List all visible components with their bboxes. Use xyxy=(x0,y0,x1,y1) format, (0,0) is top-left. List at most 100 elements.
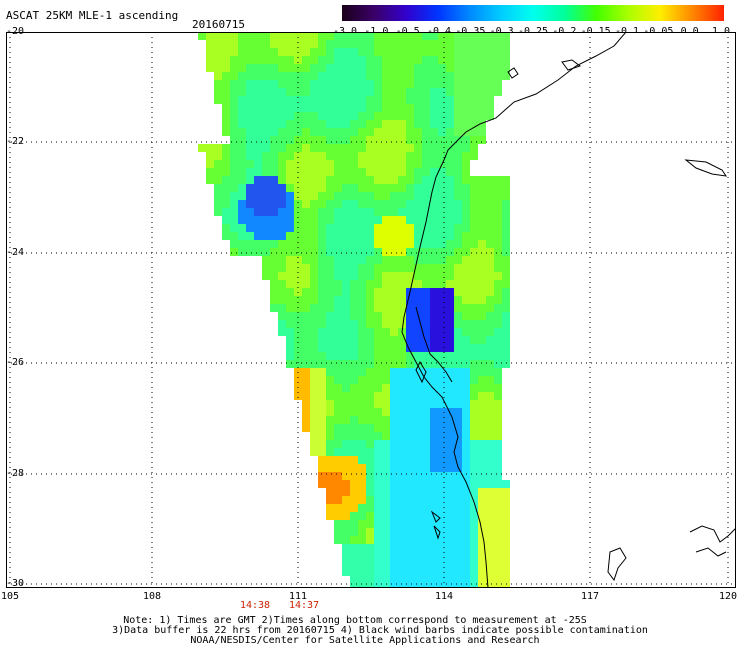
swath-cell xyxy=(398,40,406,48)
swath-cell xyxy=(454,248,462,256)
swath-cell xyxy=(422,512,430,520)
swath-cell xyxy=(406,416,414,424)
swath-cell xyxy=(486,312,494,320)
swath-cell xyxy=(398,344,406,352)
swath-cell xyxy=(430,552,438,560)
swath-cell xyxy=(334,320,342,328)
swath-cell xyxy=(422,416,430,424)
swath-cell xyxy=(382,576,390,584)
swath-cell xyxy=(294,40,302,48)
swath-cell xyxy=(358,152,366,160)
swath-cell xyxy=(246,128,254,136)
swath-cell xyxy=(246,80,254,88)
swath-cell xyxy=(494,32,502,40)
swath-cell xyxy=(358,424,366,432)
swath-cell xyxy=(390,440,398,448)
swath-cell xyxy=(374,504,382,512)
swath-cell xyxy=(390,304,398,312)
swath-cell xyxy=(374,80,382,88)
swath-cell xyxy=(486,416,494,424)
swath-cell xyxy=(462,176,470,184)
swath-cell xyxy=(430,424,438,432)
swath-cell xyxy=(246,120,254,128)
swath-cell xyxy=(478,112,486,120)
swath-cell xyxy=(438,576,446,584)
swath-cell xyxy=(446,248,454,256)
swath-cell xyxy=(326,304,334,312)
swath-cell xyxy=(310,48,318,56)
swath-cell xyxy=(374,200,382,208)
swath-cell xyxy=(334,40,342,48)
swath-cell xyxy=(374,72,382,80)
swath-cell xyxy=(390,32,398,40)
swath-cell xyxy=(286,344,294,352)
swath-cell xyxy=(430,312,438,320)
swath-cell xyxy=(430,168,438,176)
swath-cell xyxy=(358,272,366,280)
swath-cell xyxy=(302,312,310,320)
swath-cell xyxy=(342,144,350,152)
swath-cell xyxy=(358,248,366,256)
swath-cell xyxy=(350,200,358,208)
swath-cell xyxy=(502,224,510,232)
swath-cell xyxy=(270,272,278,280)
swath-cell xyxy=(294,56,302,64)
swath-cell xyxy=(374,40,382,48)
swath-cell xyxy=(358,192,366,200)
swath-cell xyxy=(382,160,390,168)
swath-cell xyxy=(222,232,230,240)
swath-cell xyxy=(358,176,366,184)
swath-cell xyxy=(382,512,390,520)
swath-cell xyxy=(270,32,278,40)
swath-cell xyxy=(422,240,430,248)
swath-cell xyxy=(334,424,342,432)
swath-cell xyxy=(318,88,326,96)
swath-cell xyxy=(390,400,398,408)
swath-cell xyxy=(462,552,470,560)
island-7 xyxy=(607,547,627,582)
swath-cell xyxy=(254,216,262,224)
swath-cell xyxy=(406,480,414,488)
swath-cell xyxy=(414,496,422,504)
swath-cell xyxy=(254,152,262,160)
swath-cell xyxy=(326,72,334,80)
swath-cell xyxy=(470,272,478,280)
swath-cell xyxy=(502,328,510,336)
swath-cell xyxy=(270,136,278,144)
swath-cell xyxy=(398,488,406,496)
swath-cell xyxy=(486,408,494,416)
swath-cell xyxy=(358,536,366,544)
swath-cell xyxy=(470,488,478,496)
swath-cell xyxy=(358,336,366,344)
swath-cell xyxy=(326,104,334,112)
swath-cell xyxy=(486,80,494,88)
swath-cell xyxy=(446,520,454,528)
swath-cell xyxy=(270,232,278,240)
swath-cell xyxy=(334,400,342,408)
swath-cell xyxy=(406,112,414,120)
swath-cell xyxy=(374,344,382,352)
swath-cell xyxy=(398,376,406,384)
swath-cell xyxy=(366,432,374,440)
swath-cell xyxy=(390,104,398,112)
swath-cell xyxy=(486,480,494,488)
swath-cell xyxy=(414,560,422,568)
swath-cell xyxy=(422,120,430,128)
swath-cell xyxy=(454,216,462,224)
swath-cell xyxy=(326,264,334,272)
swath-cell xyxy=(366,528,374,536)
swath-cell xyxy=(494,568,502,576)
swath-cell xyxy=(470,520,478,528)
swath-cell xyxy=(310,72,318,80)
swath-cell xyxy=(326,248,334,256)
swath-cell xyxy=(478,280,486,288)
swath-cell xyxy=(390,528,398,536)
swath-cell xyxy=(350,96,358,104)
swath-cell xyxy=(454,320,462,328)
swath-cell xyxy=(334,344,342,352)
swath-cell xyxy=(502,40,510,48)
swath-cell xyxy=(462,232,470,240)
swath-cell xyxy=(334,376,342,384)
swath-cell xyxy=(390,408,398,416)
swath-cell xyxy=(446,344,454,352)
